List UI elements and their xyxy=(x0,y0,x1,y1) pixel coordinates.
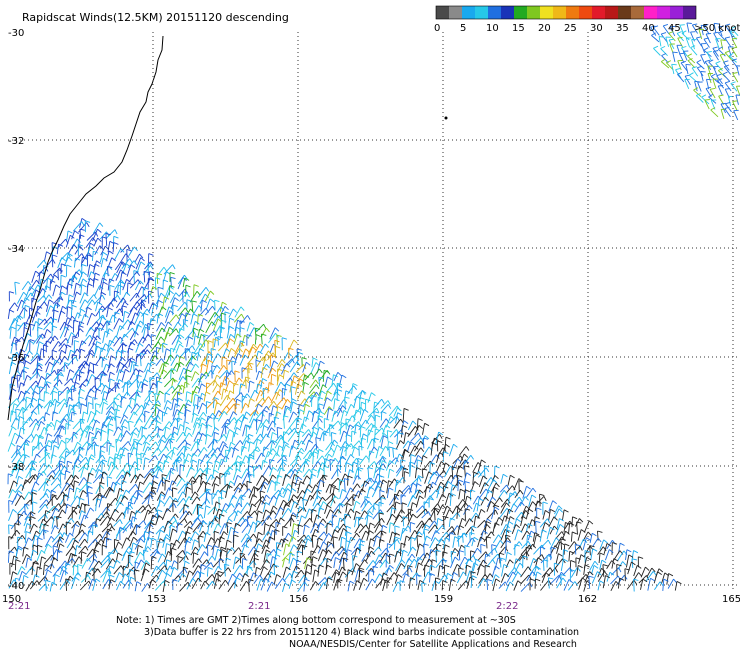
wind-barb xyxy=(99,309,100,318)
wind-barb xyxy=(134,365,135,375)
wind-barb xyxy=(347,550,348,563)
wind-barb xyxy=(64,363,65,372)
wind-barb xyxy=(67,390,68,401)
wind-barb xyxy=(162,412,163,422)
wind-barb xyxy=(115,383,116,393)
wind-barb xyxy=(58,435,59,445)
wind-barb xyxy=(93,278,94,287)
wind-barb xyxy=(500,558,501,567)
wind-barb xyxy=(227,360,228,372)
wind-barb xyxy=(53,310,54,323)
wind-barb xyxy=(16,340,17,350)
wind-barb xyxy=(142,427,143,437)
wind-barb xyxy=(197,439,198,449)
wind-barb xyxy=(120,282,121,295)
wind-barb xyxy=(346,445,347,456)
wind-barb xyxy=(192,481,193,494)
wind-barb xyxy=(169,286,170,296)
wind-barb xyxy=(71,305,72,316)
wind-barb xyxy=(15,523,16,536)
wind-barb xyxy=(551,547,552,560)
wind-barb xyxy=(114,398,115,409)
wind-barb xyxy=(218,337,219,346)
wind-barb xyxy=(122,306,123,316)
wind-barb xyxy=(211,349,212,361)
wind-barb xyxy=(432,560,433,571)
wind-barb xyxy=(327,523,328,534)
wind-barb xyxy=(165,393,166,403)
wind-barb xyxy=(256,360,257,372)
wind-barb xyxy=(58,270,59,280)
wind-barb xyxy=(311,509,312,520)
wind-barb xyxy=(148,263,149,275)
wind-barb xyxy=(389,447,390,457)
wind-barb xyxy=(575,544,576,554)
wind-barb xyxy=(116,416,117,429)
wind-barb xyxy=(249,363,250,373)
wind-barb xyxy=(38,405,39,414)
wind-barb xyxy=(128,453,129,465)
wind-barb xyxy=(134,271,135,283)
wind-barb xyxy=(122,344,123,353)
wind-barb xyxy=(543,560,544,571)
wind-barb xyxy=(183,320,184,330)
wind-barb xyxy=(277,427,278,438)
wind-barb xyxy=(254,450,255,459)
wind-barb xyxy=(240,553,241,563)
wind-barb xyxy=(30,324,31,336)
wind-barb xyxy=(395,537,396,550)
wind-barb xyxy=(183,292,184,303)
wind-barb xyxy=(158,287,159,297)
wind-barb xyxy=(536,521,537,533)
wind-barb xyxy=(141,453,142,464)
wind-barb xyxy=(81,552,82,564)
wind-barb xyxy=(270,355,271,367)
wind-barb xyxy=(102,358,103,368)
wind-barb xyxy=(26,397,27,408)
wind-barb xyxy=(151,557,152,570)
wind-barb xyxy=(44,392,45,402)
wind-barb xyxy=(365,497,366,507)
wind-barb xyxy=(458,480,459,491)
wind-barb xyxy=(94,445,95,456)
wind-barb xyxy=(381,412,382,421)
wind-barb xyxy=(102,460,103,471)
wind-barb xyxy=(219,497,220,508)
wind-barb xyxy=(540,494,541,506)
wind-barb xyxy=(52,391,53,401)
wind-barb xyxy=(408,509,409,521)
wind-barb xyxy=(171,548,172,561)
wind-barb xyxy=(72,355,73,365)
wind-barb xyxy=(353,556,354,569)
wind-barb xyxy=(61,275,62,287)
wind-barb xyxy=(53,546,54,555)
wind-barb xyxy=(199,536,200,548)
wind-barb xyxy=(318,397,319,409)
wind-barb xyxy=(572,517,573,527)
wind-barb xyxy=(459,551,460,561)
wind-barb xyxy=(411,537,412,550)
wind-barb xyxy=(57,550,58,561)
wind-barb xyxy=(275,482,276,491)
wind-barb xyxy=(114,312,115,322)
wind-barb xyxy=(277,335,278,345)
wind-barb xyxy=(404,472,405,484)
